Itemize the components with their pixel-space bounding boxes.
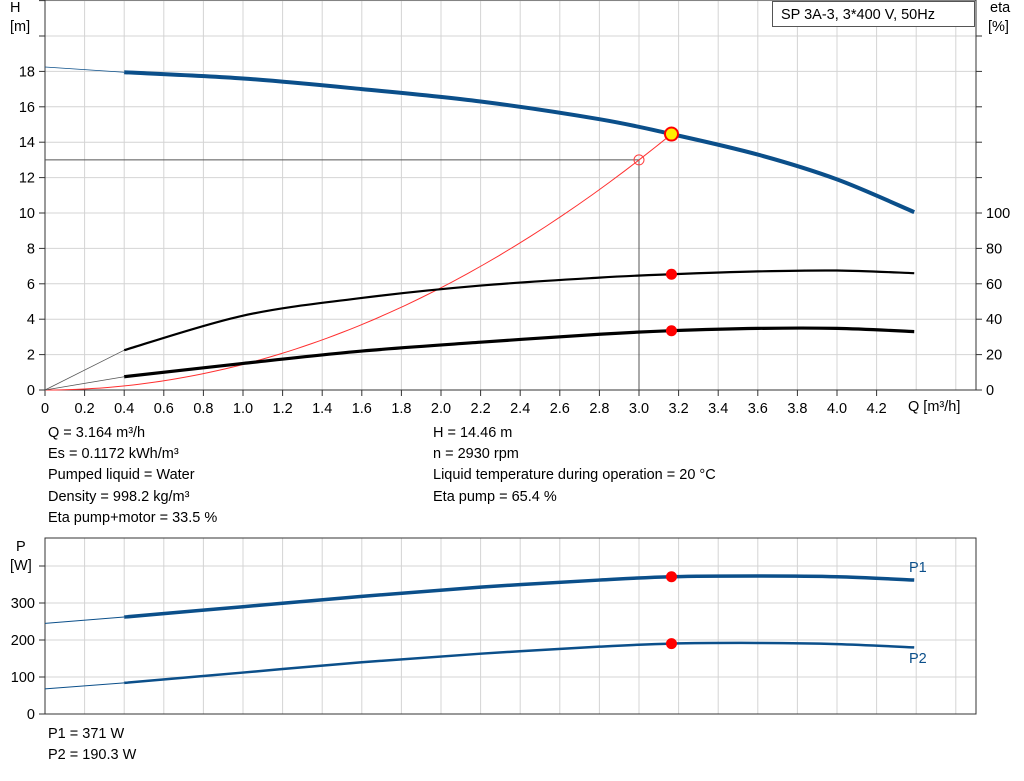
- info-temp: Liquid temperature during operation = 20…: [433, 467, 716, 483]
- x-tick-label: 1.6: [352, 401, 372, 417]
- x-tick-label: 0: [41, 401, 49, 417]
- y2-tick-label: 100: [986, 206, 1010, 222]
- y-tick-label: 4: [27, 312, 35, 328]
- curve-H-extrapolation: [44, 66, 125, 73]
- y-tick-label: 6: [27, 277, 35, 293]
- x-tick-label: 0.8: [193, 401, 213, 417]
- x-tick-label: 3.2: [669, 401, 689, 417]
- h-axis-unit: [m]: [10, 19, 31, 35]
- x-tick-label: 3.0: [629, 401, 649, 417]
- duty-point-eta-pump: [665, 268, 677, 280]
- x-tick-label: 0.6: [154, 401, 174, 417]
- info-density: Density = 998.2 kg/m³: [48, 489, 190, 505]
- p1-legend: P1: [909, 560, 927, 576]
- y-tick-label: 0: [27, 707, 35, 723]
- requested-point-marker: [633, 154, 645, 166]
- info-h: H = 14.46 m: [433, 425, 513, 441]
- y-tick-label: 200: [11, 633, 35, 649]
- y-tick-label: 300: [11, 596, 35, 612]
- x-tick-label: 1.4: [312, 401, 332, 417]
- y-tick-label: 8: [27, 241, 35, 257]
- p-axis-label: P: [16, 539, 26, 555]
- pump-title: SP 3A-3, 3*400 V, 50Hz: [781, 7, 935, 23]
- eta-axis-label: eta: [990, 0, 1011, 16]
- duty-point-eta-total: [665, 325, 677, 337]
- curve-eta_total-extrapolation: [44, 376, 125, 391]
- y-tick-label: 16: [19, 100, 35, 116]
- x-tick-label: 2.0: [431, 401, 451, 417]
- p2-legend: P2: [909, 651, 927, 667]
- curve-eta_pump-extrapolation: [44, 349, 125, 391]
- x-tick-label: 4.0: [827, 401, 847, 417]
- x-tick-label: 3.4: [708, 401, 728, 417]
- info-es: Es = 0.1172 kWh/m³: [48, 446, 179, 462]
- y-tick-label: 18: [19, 64, 35, 80]
- x-tick-label: 4.2: [867, 401, 887, 417]
- system-curve: [44, 133, 672, 391]
- x-tick-label: 2.8: [589, 401, 609, 417]
- duty-point-p2: [665, 638, 677, 650]
- y-tick-label: 2: [27, 348, 35, 364]
- curve-P1: [124, 574, 915, 619]
- curve-eta_pump: [123, 269, 915, 352]
- y2-tick-label: 60: [986, 277, 1002, 293]
- x-tick-label: 3.8: [787, 401, 807, 417]
- y-tick-label: 10: [19, 206, 35, 222]
- y2-tick-label: 20: [986, 348, 1002, 364]
- x-tick-label: 2.6: [550, 401, 570, 417]
- y-tick-label: 14: [19, 135, 35, 151]
- y2-tick-label: 80: [986, 241, 1002, 257]
- info-p2: P2 = 190.3 W: [48, 747, 137, 763]
- curve-P1-extrapolation: [44, 616, 125, 624]
- info-liquid: Pumped liquid = Water: [48, 467, 195, 483]
- y-tick-label: 100: [11, 670, 35, 686]
- y2-tick-label: 0: [986, 383, 994, 399]
- pump-title-box: SP 3A-3, 3*400 V, 50Hz: [772, 1, 975, 27]
- plot-frame: [44, 537, 977, 715]
- curve-P2: [124, 641, 915, 685]
- q-axis-label: Q [m³/h]: [908, 399, 961, 415]
- x-tick-label: 1.0: [233, 401, 253, 417]
- requested-point-guide: [45, 159, 640, 390]
- x-tick-label: 1.8: [391, 401, 411, 417]
- y-tick-label: 12: [19, 171, 35, 187]
- x-tick-label: 2.2: [471, 401, 491, 417]
- p-axis-unit: [W]: [10, 558, 32, 574]
- info-p1: P1 = 371 W: [48, 726, 125, 742]
- y-tick-label: 0: [27, 383, 35, 399]
- info-q: Q = 3.164 m³/h: [48, 425, 146, 441]
- curve-eta_total: [124, 326, 915, 379]
- info-eta-pump: Eta pump = 65.4 %: [433, 489, 557, 505]
- h-axis-label: H: [10, 0, 21, 16]
- x-tick-label: 0.2: [75, 401, 95, 417]
- x-tick-label: 2.4: [510, 401, 530, 417]
- x-tick-label: 0.4: [114, 401, 134, 417]
- plot-frame: [44, 0, 977, 391]
- info-eta-total: Eta pump+motor = 33.5 %: [48, 510, 218, 526]
- y2-tick-label: 40: [986, 312, 1002, 328]
- x-tick-label: 3.6: [748, 401, 768, 417]
- curve-H: [124, 70, 916, 214]
- curve-P2-extrapolation: [44, 682, 125, 690]
- eta-axis-unit: [%]: [988, 19, 1009, 35]
- duty-point-p1: [665, 571, 677, 583]
- x-tick-label: 1.2: [273, 401, 293, 417]
- duty-point-h: [663, 126, 679, 142]
- info-n: n = 2930 rpm: [433, 446, 519, 462]
